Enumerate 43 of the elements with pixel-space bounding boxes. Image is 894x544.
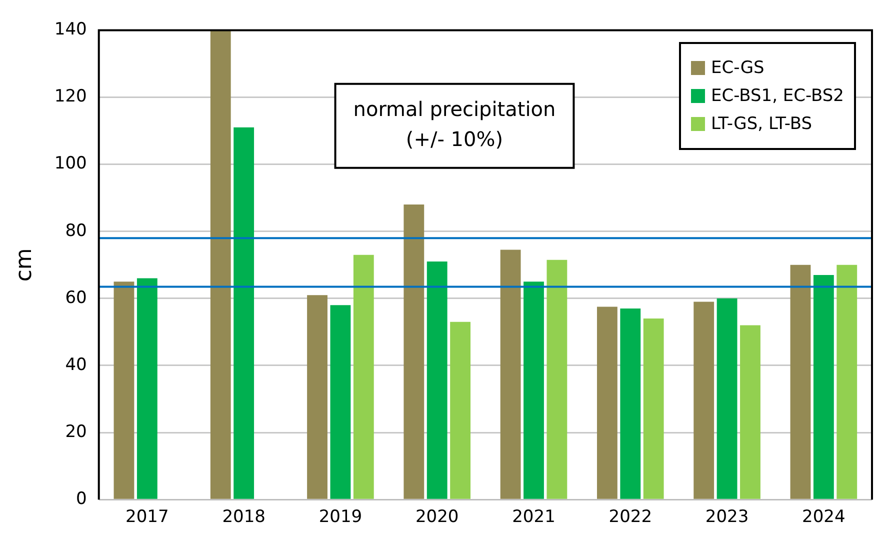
y-tick-label: 140 [54,20,87,40]
bar [404,204,424,499]
bar [740,325,760,499]
y-tick-label: 60 [65,288,87,308]
y-axis-title: cm [12,248,37,282]
bar [524,282,544,499]
bar [813,274,834,499]
bar [716,298,738,499]
x-tick-label: 2022 [608,507,652,528]
y-tick-label: 120 [54,86,87,107]
x-tick-label: 2018 [222,507,266,528]
bar [620,308,641,499]
bar [790,264,811,499]
bar [836,264,858,499]
bar [234,127,254,499]
bar [330,305,351,499]
y-tick-label: 40 [65,354,87,375]
y-tick-label: 0 [76,489,87,510]
bar [136,278,158,499]
legend-label: EC-BS1, EC-BS2 [710,86,844,106]
legend-label: EC-GS [710,58,764,78]
x-tick-label: 2023 [705,507,749,528]
y-tick-label: 80 [65,220,87,241]
x-tick-label: 2019 [318,507,362,528]
bar [450,322,470,499]
bar [596,306,618,499]
x-tick-label: 2021 [512,507,556,528]
bar [307,295,328,499]
bar [546,260,568,499]
bar [426,262,448,499]
legend-label: LT-GS, LT-BS [710,114,812,134]
bar [500,250,521,499]
bar [643,318,664,499]
x-tick-label: 2020 [415,507,459,528]
x-tick-label: 2017 [126,507,169,528]
bar [114,282,134,499]
bar [353,254,374,499]
bar [694,302,714,499]
y-tick-label: 100 [54,154,87,174]
annotation: normal precipitation (+/- 10%) [353,97,556,152]
x-tick-label: 2024 [802,507,846,528]
bar [210,30,231,499]
y-tick-label: 20 [65,422,87,442]
